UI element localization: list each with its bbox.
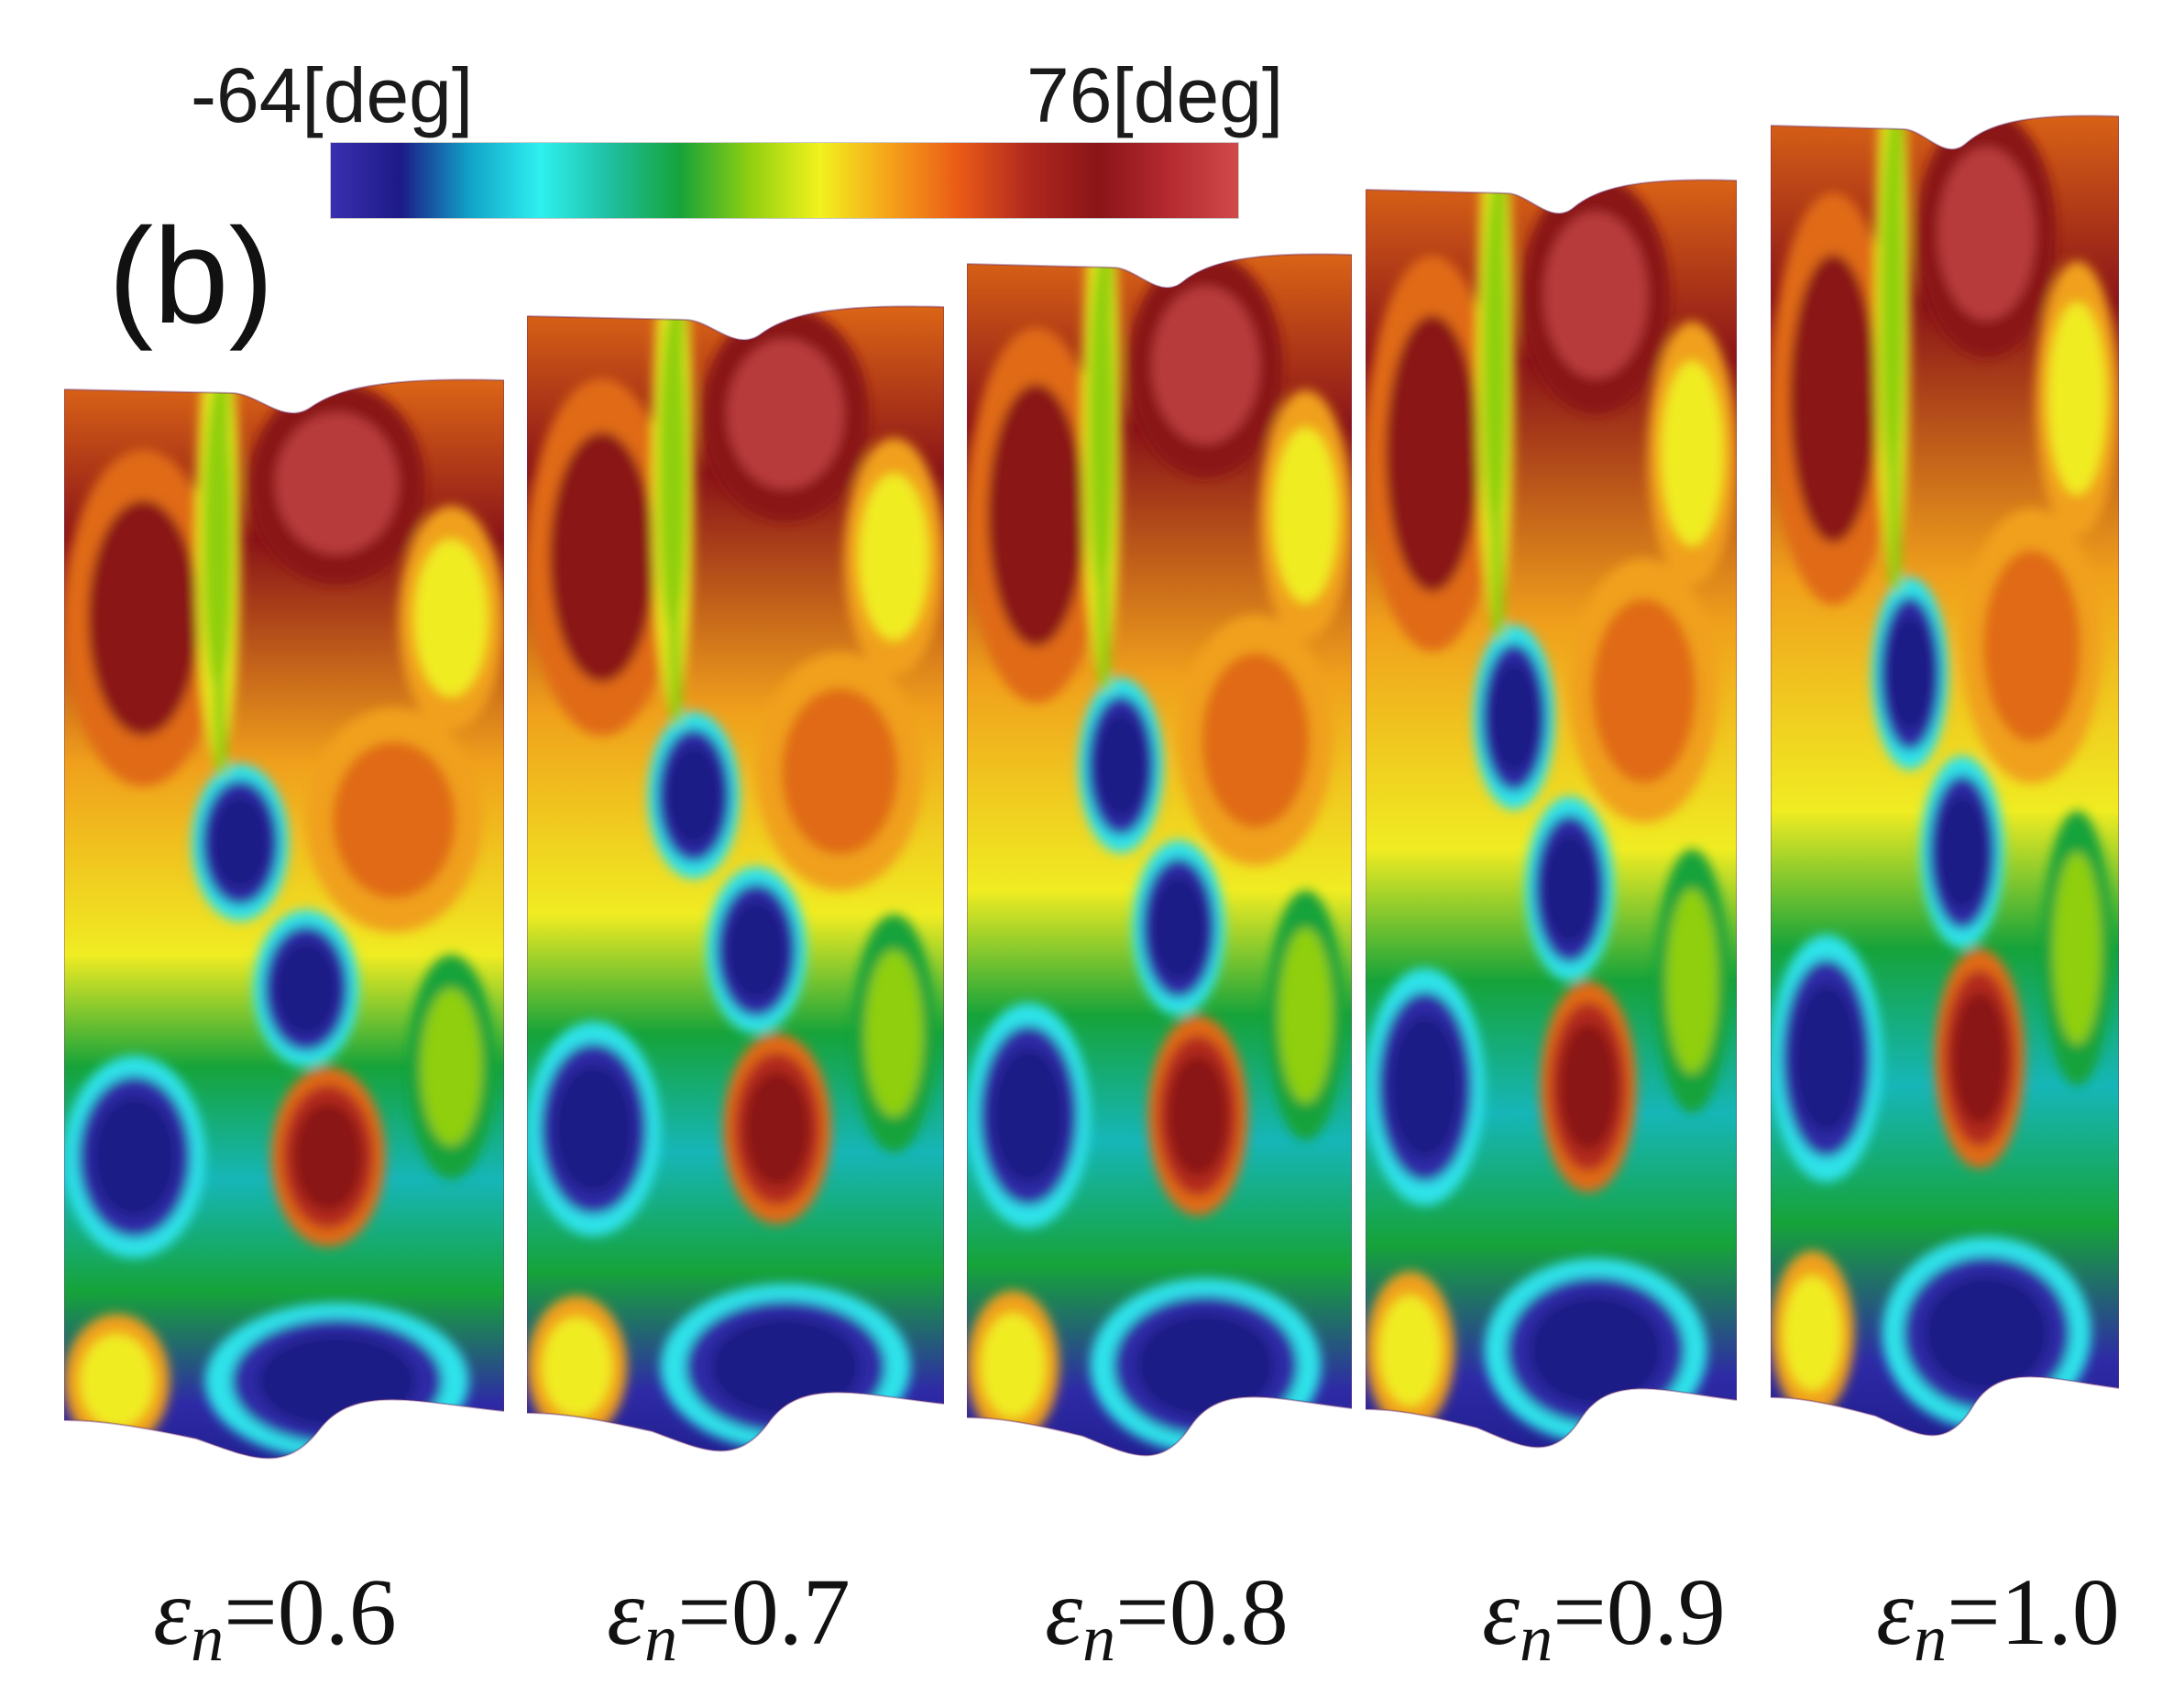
strain-subscript: n xyxy=(1082,1602,1116,1675)
strain-symbol: ε xyxy=(1045,1559,1083,1665)
specimen-map-0-6 xyxy=(64,378,504,1460)
strain-subscript: n xyxy=(191,1602,225,1675)
strain-value: =0.7 xyxy=(677,1559,851,1665)
strain-subscript: n xyxy=(1520,1602,1553,1675)
colorbar xyxy=(330,142,1239,219)
specimen-map-0-7 xyxy=(527,305,944,1452)
strain-subscript: n xyxy=(1914,1602,1948,1675)
strain-value: =0.9 xyxy=(1553,1559,1726,1665)
strain-symbol: ε xyxy=(607,1559,645,1665)
specimen-map-1-0 xyxy=(1771,115,2119,1437)
strain-value: =0.8 xyxy=(1115,1559,1289,1665)
specimen-map-0-8 xyxy=(967,253,1352,1457)
strain-caption-0-6: εn=0.6 xyxy=(124,1562,426,1689)
colorbar-min-label: -64[deg] xyxy=(191,52,474,138)
panel-label: (b) xyxy=(108,201,274,352)
strain-caption-1-0: εn=1.0 xyxy=(1847,1562,2149,1689)
strain-caption-0-7: εn=0.7 xyxy=(577,1562,880,1689)
strain-value: =0.6 xyxy=(224,1559,397,1665)
colorbar-max-label: 76[deg] xyxy=(1026,52,1284,138)
strain-symbol: ε xyxy=(1876,1559,1915,1665)
strain-caption-0-8: εn=0.8 xyxy=(1015,1562,1318,1689)
strain-caption-0-9: εn=0.9 xyxy=(1453,1562,1755,1689)
strain-subscript: n xyxy=(644,1602,678,1675)
strain-symbol: ε xyxy=(1482,1559,1520,1665)
strain-symbol: ε xyxy=(153,1559,192,1665)
specimen-map-0-9 xyxy=(1366,179,1737,1449)
strain-value: =1.0 xyxy=(1947,1559,2120,1665)
